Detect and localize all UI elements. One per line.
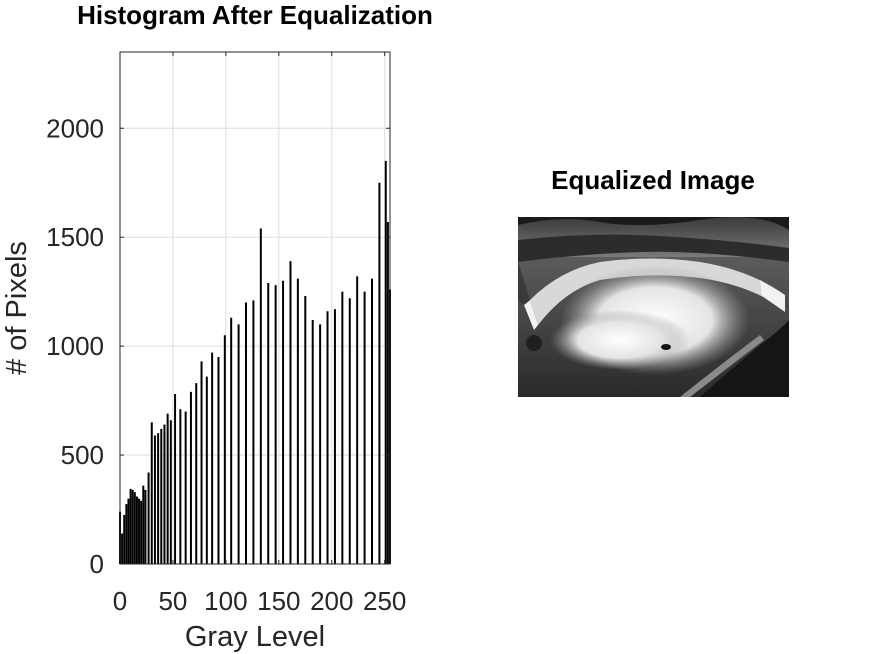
x-tick-label-4: 200 [310,586,353,616]
chart-title: Histogram After Equalization [77,0,433,30]
x-tick-label-3: 150 [257,586,300,616]
y-tick-label-2: 1000 [46,331,104,361]
y-tick-label-0: 0 [90,549,104,579]
x-tick-label-1: 50 [158,586,187,616]
plot-frame [119,51,391,565]
x-tick-label-0: 0 [113,586,127,616]
y-tick-label-1: 500 [61,440,104,470]
image-title: Equalized Image [551,165,755,195]
x-tick-label-5: 250 [363,586,406,616]
axis-ticks [119,52,390,565]
y-tick-labels: 0 500 1000 1500 2000 [46,113,104,579]
grayscale-waterfall-photo [518,217,789,397]
x-tick-label-2: 100 [204,586,247,616]
y-axis-label: # of Pixels [1,241,33,375]
x-tick-labels: 0 50 100 150 200 250 [113,586,407,616]
bar-series [119,160,391,564]
y-tick-label-4: 2000 [46,113,104,143]
y-tick-label-3: 1500 [46,222,104,252]
x-axis-label: Gray Level [185,621,325,653]
